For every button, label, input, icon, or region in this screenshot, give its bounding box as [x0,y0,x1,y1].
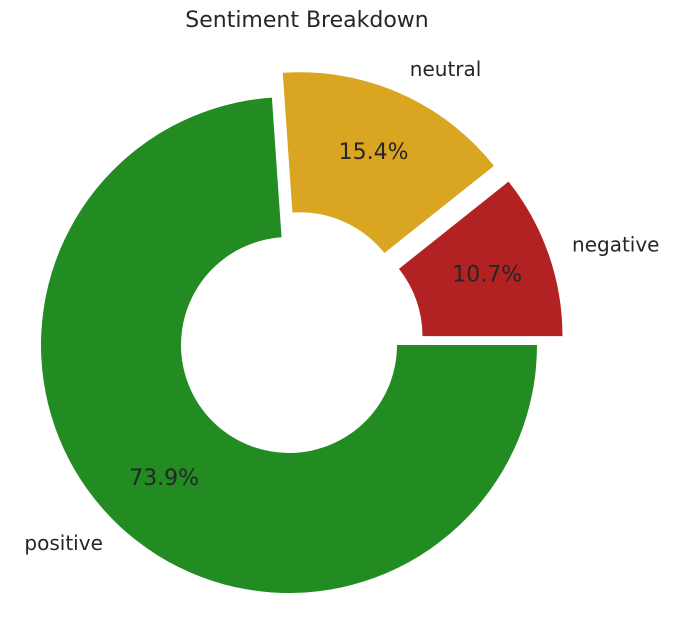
slice-negative [398,181,563,337]
slice-percent-positive: 73.9% [129,466,199,491]
slices-group [41,72,563,593]
slice-neutral [282,72,494,254]
labels-group: negative 10.7% neutral 15.4% positive 73.9% [24,57,659,555]
chart-title: Sentiment Breakdown [185,8,428,33]
slice-percent-neutral: 15.4% [339,140,409,165]
slice-label-positive: positive [24,531,102,555]
slice-label-negative: negative [572,233,659,257]
slice-positive [41,97,537,593]
slice-label-neutral: neutral [410,57,482,81]
slice-percent-negative: 10.7% [452,263,522,288]
